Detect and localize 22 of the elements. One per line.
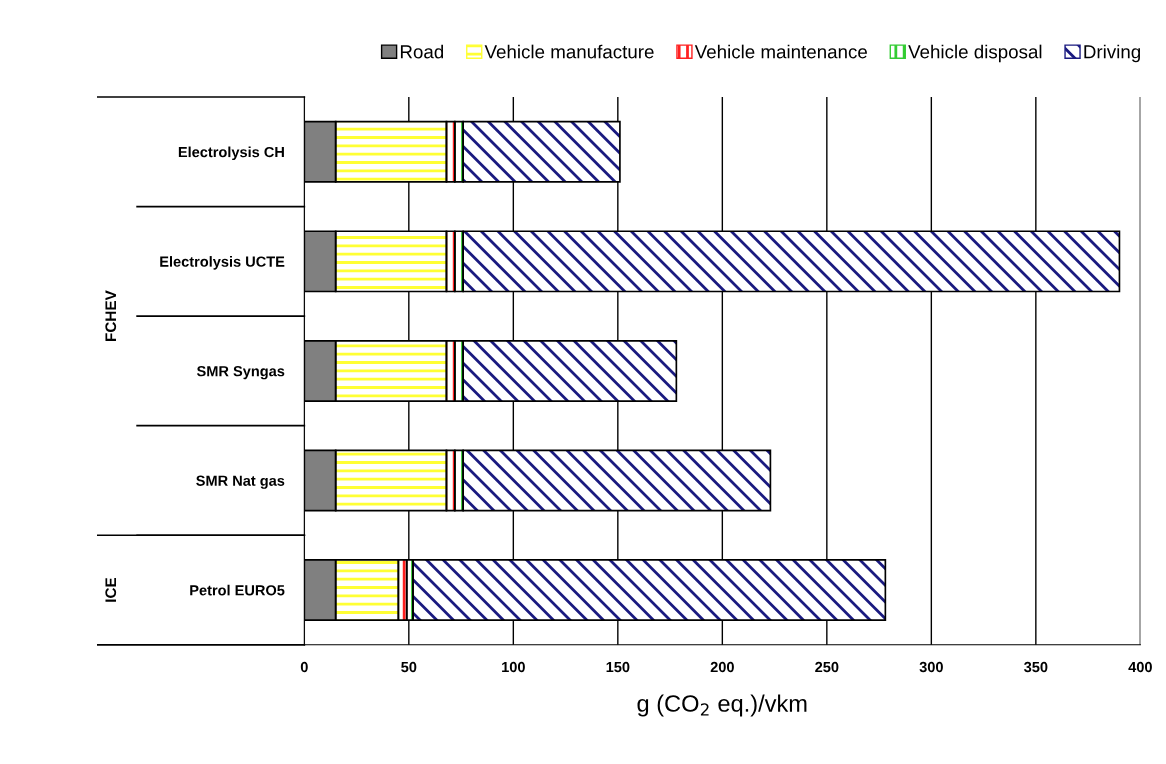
y-tick-label: SMR Syngas (196, 365, 285, 380)
legend-label: Road (400, 44, 444, 59)
y-tick-label: Petrol EURO5 (190, 584, 285, 596)
y-tick-label: Electrolysis UCTE (160, 256, 285, 270)
x-tick-label: 300 (919, 661, 943, 673)
x-tick-label: 100 (502, 661, 525, 673)
legend-label: Vehicle disposal (908, 44, 1042, 63)
x-tick-label: 50 (401, 661, 417, 673)
text: ICE (105, 577, 117, 602)
x-tick-label: 400 (1128, 661, 1152, 673)
x-tick-label: 350 (1024, 661, 1048, 673)
legend-label: Driving (1084, 44, 1140, 63)
y-tick-label: SMR Nat gas (196, 475, 285, 489)
y-tick-label: Electrolysis CH (178, 146, 284, 161)
x-axis-title: g (CO$_{2}$ eq.)/vkm (637, 694, 807, 717)
x-tick-label: 200 (710, 661, 734, 673)
x-tick-label: 0 (300, 661, 308, 673)
legend-label: Vehicle manufacture (484, 44, 654, 59)
x-tick-label: 150 (606, 661, 630, 673)
x-tick-label: 250 (815, 661, 839, 673)
text: FCHEV (105, 290, 117, 342)
legend-label: Vehicle maintenance (694, 44, 867, 59)
